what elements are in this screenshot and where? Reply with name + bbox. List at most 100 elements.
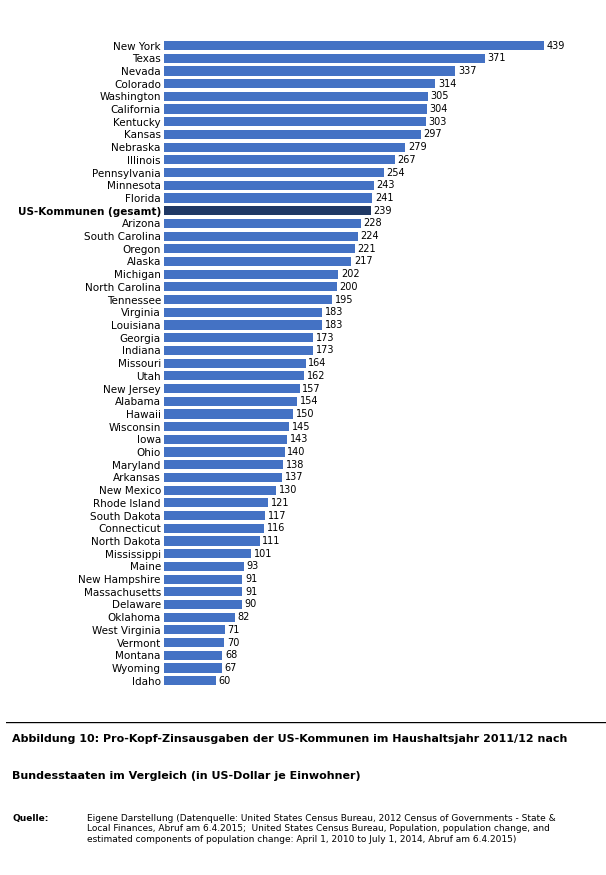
Bar: [164, 181, 374, 190]
Text: 67: 67: [224, 663, 236, 673]
Text: 239: 239: [373, 206, 391, 215]
Bar: [164, 473, 282, 482]
Bar: [164, 550, 251, 558]
Text: 145: 145: [291, 422, 310, 431]
Text: 183: 183: [325, 307, 343, 318]
Bar: [164, 486, 276, 494]
Text: 303: 303: [428, 116, 447, 127]
Bar: [164, 117, 426, 126]
Text: 173: 173: [316, 346, 335, 355]
Text: 164: 164: [308, 358, 327, 368]
Text: 279: 279: [408, 142, 427, 152]
Text: 241: 241: [375, 193, 393, 203]
Bar: [164, 92, 428, 101]
Bar: [164, 66, 455, 75]
Text: 371: 371: [487, 53, 506, 63]
Text: 90: 90: [244, 599, 256, 610]
Bar: [164, 638, 224, 648]
Text: 243: 243: [376, 180, 395, 190]
Bar: [164, 498, 268, 507]
Bar: [164, 600, 242, 609]
Text: 200: 200: [339, 282, 358, 292]
Text: 439: 439: [546, 40, 565, 51]
Bar: [164, 143, 405, 151]
Text: Quelle:: Quelle:: [12, 814, 48, 822]
Text: 157: 157: [302, 383, 321, 394]
Bar: [164, 524, 264, 533]
Bar: [164, 626, 225, 634]
Text: 202: 202: [341, 270, 360, 279]
Bar: [164, 396, 297, 406]
Bar: [164, 587, 242, 597]
Bar: [164, 270, 339, 279]
Text: 91: 91: [245, 574, 258, 584]
Bar: [164, 41, 544, 50]
Text: 70: 70: [227, 638, 239, 648]
Text: 228: 228: [364, 219, 382, 228]
Bar: [164, 422, 289, 431]
Text: 162: 162: [307, 371, 325, 381]
Bar: [164, 460, 283, 469]
Bar: [164, 244, 355, 254]
Bar: [164, 155, 395, 164]
Text: 60: 60: [218, 676, 230, 686]
Bar: [164, 333, 313, 342]
Text: 267: 267: [398, 155, 416, 164]
Bar: [164, 130, 421, 139]
Text: 140: 140: [287, 447, 306, 457]
Bar: [164, 536, 260, 545]
Bar: [164, 371, 304, 381]
Text: 71: 71: [228, 625, 240, 635]
Text: 138: 138: [285, 459, 304, 470]
Bar: [164, 257, 351, 266]
Bar: [164, 651, 222, 660]
Text: 297: 297: [424, 130, 442, 139]
Bar: [164, 320, 322, 330]
Bar: [164, 511, 265, 520]
Text: 183: 183: [325, 320, 343, 330]
Text: 121: 121: [271, 498, 290, 507]
Bar: [164, 308, 322, 317]
Text: 217: 217: [354, 256, 373, 267]
Bar: [164, 612, 235, 622]
Bar: [164, 410, 293, 418]
Text: 68: 68: [225, 650, 238, 661]
Text: 111: 111: [262, 536, 281, 546]
Bar: [164, 168, 384, 177]
Text: Abbildung 10: Pro-Kopf-Zinsausgaben der US-Kommunen im Haushaltsjahr 2011/12 nac: Abbildung 10: Pro-Kopf-Zinsausgaben der …: [12, 734, 567, 744]
Bar: [164, 384, 299, 393]
Bar: [164, 346, 313, 355]
Text: 254: 254: [386, 168, 405, 178]
Text: 154: 154: [299, 396, 318, 406]
Bar: [164, 435, 287, 444]
Text: 195: 195: [335, 295, 353, 304]
Bar: [164, 283, 337, 291]
Text: 116: 116: [267, 523, 285, 533]
Bar: [164, 575, 242, 584]
Bar: [164, 104, 427, 114]
Text: 224: 224: [360, 231, 379, 242]
Text: Eigene Darstellung (Datenquelle: United States Census Bureau, 2012 Census of Gov: Eigene Darstellung (Datenquelle: United …: [87, 814, 556, 843]
Text: 101: 101: [254, 549, 272, 558]
Text: Bundesstaaten im Vergleich (in US-Dollar je Einwohner): Bundesstaaten im Vergleich (in US-Dollar…: [12, 771, 361, 780]
Text: 305: 305: [430, 91, 449, 102]
Text: 143: 143: [290, 434, 308, 444]
Text: 93: 93: [247, 562, 259, 571]
Text: 137: 137: [285, 473, 304, 482]
Text: 173: 173: [316, 332, 335, 343]
Bar: [164, 193, 372, 202]
Text: 130: 130: [279, 485, 297, 495]
Bar: [164, 232, 358, 241]
Bar: [164, 79, 436, 88]
Bar: [164, 359, 305, 368]
Bar: [164, 447, 285, 457]
Bar: [164, 663, 222, 673]
Text: 91: 91: [245, 587, 258, 597]
Bar: [164, 53, 485, 63]
Bar: [164, 562, 244, 571]
Bar: [164, 295, 333, 304]
Text: 117: 117: [267, 511, 286, 521]
Text: 150: 150: [296, 409, 315, 419]
Text: 221: 221: [358, 244, 376, 254]
Bar: [164, 676, 216, 685]
